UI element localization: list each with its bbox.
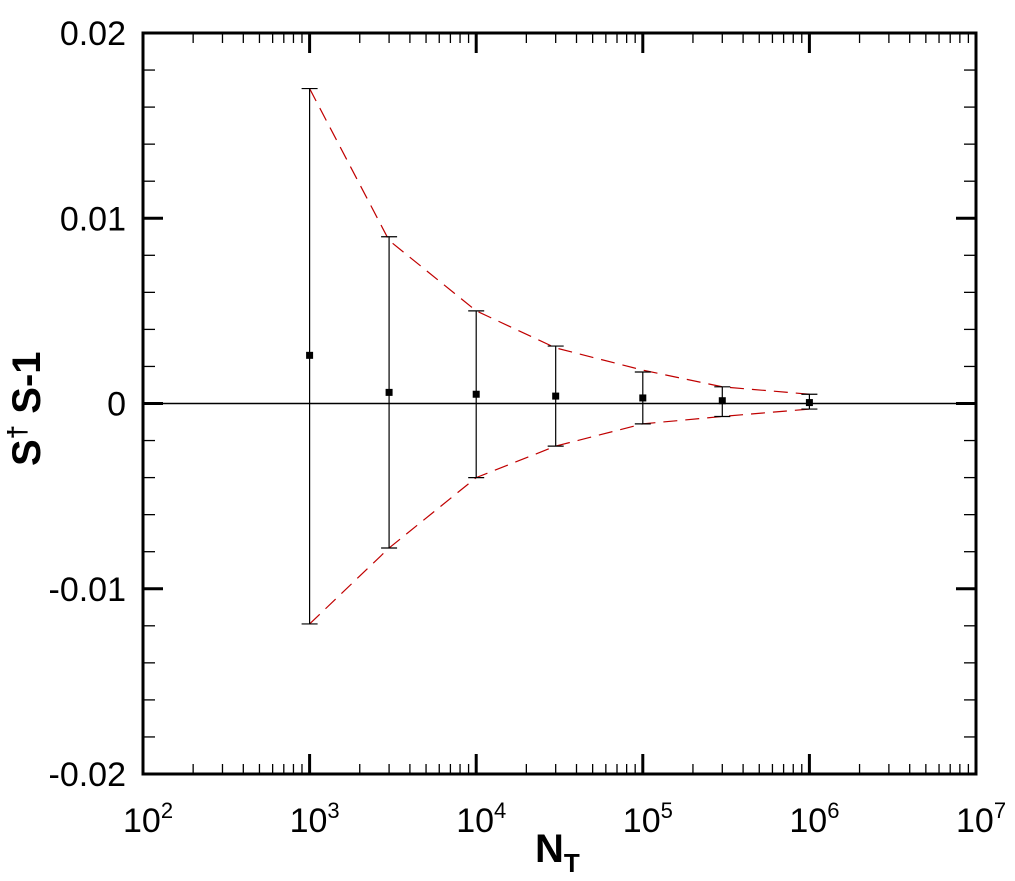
y-axis-title: S† S-1 <box>2 351 49 466</box>
x-tick-base: 10 <box>290 802 328 840</box>
error-bars <box>301 87 818 625</box>
data-points <box>306 351 813 407</box>
x-tick-label: 106 <box>789 798 839 840</box>
x-tick-exponent: 7 <box>994 798 1006 823</box>
x-tick-exponent: 5 <box>661 798 673 823</box>
x-tick-label: 102 <box>123 798 173 840</box>
x-axis-title: NT <box>535 827 580 878</box>
x-tick-label: 104 <box>456 798 506 840</box>
y-tick-label: 0.01 <box>60 200 126 238</box>
envelope-lower-curve <box>309 408 810 625</box>
x-tick-base: 10 <box>789 802 827 840</box>
x-tick-exponent: 3 <box>327 798 339 823</box>
x-tick-exponent: 2 <box>161 798 173 823</box>
x-tick-labels: 102 103 104 105 106 107 <box>123 798 1006 840</box>
y-tick-label: -0.01 <box>49 571 127 609</box>
x-tick-exponent: 4 <box>494 798 506 823</box>
x-tick-label: 107 <box>956 798 1006 840</box>
y-axis-title-rest: S-1 <box>5 351 49 424</box>
x-tick-label: 103 <box>290 798 340 840</box>
data-point <box>552 392 560 400</box>
minor-ticks <box>143 33 976 774</box>
y-tick-labels: 0.02 0.01 0 -0.01 -0.02 <box>49 15 127 794</box>
plot-frame <box>141 31 978 776</box>
x-tick-exponent: 6 <box>827 798 839 823</box>
data-point <box>306 351 314 359</box>
y-tick-label: -0.02 <box>49 756 127 794</box>
x-axis-title-subscript: T <box>564 848 580 878</box>
x-axis-title-main: N <box>535 827 564 871</box>
y-axis-title-superscript: † <box>2 425 32 439</box>
error-envelope <box>309 88 810 625</box>
x-tick-base: 10 <box>456 802 494 840</box>
data-point <box>805 399 813 407</box>
x-tick-label: 105 <box>623 798 673 840</box>
x-tick-base: 10 <box>623 802 661 840</box>
x-tick-base: 10 <box>123 802 161 840</box>
envelope-upper-curve <box>309 88 810 395</box>
data-point <box>718 397 726 405</box>
data-point <box>639 394 647 402</box>
y-axis-title-main: S <box>5 439 49 466</box>
data-point <box>385 388 393 396</box>
y-tick-label: 0.02 <box>60 15 126 53</box>
data-point <box>472 390 480 398</box>
x-tick-base: 10 <box>956 802 994 840</box>
y-tick-label: 0 <box>107 386 126 424</box>
